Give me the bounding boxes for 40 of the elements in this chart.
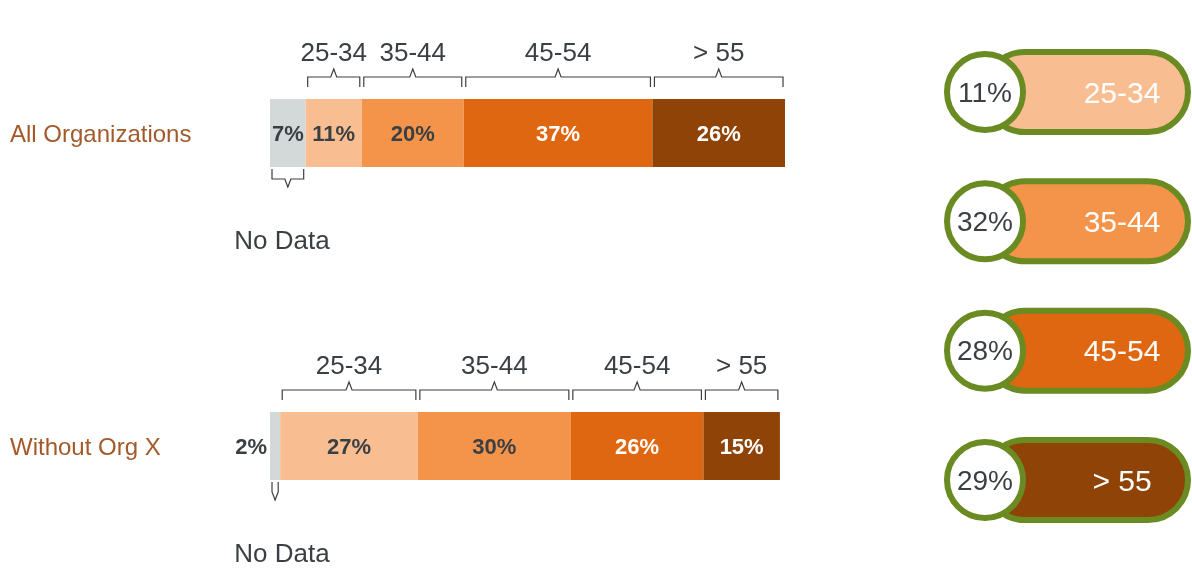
data-label: 11% bbox=[312, 120, 356, 146]
text: > 55 bbox=[715, 350, 768, 380]
data-label: 15% bbox=[719, 433, 764, 459]
data-label: 27% bbox=[327, 433, 372, 459]
bar bbox=[652, 99, 785, 167]
text: 28% bbox=[956, 335, 1014, 367]
bar bbox=[417, 412, 571, 480]
category-label: 45-54 bbox=[1083, 334, 1161, 368]
data-label: 26% bbox=[696, 120, 741, 146]
bar bbox=[361, 99, 464, 167]
text: No Data bbox=[234, 225, 331, 255]
data-label: 7% bbox=[271, 120, 304, 146]
bar bbox=[270, 412, 281, 480]
bar bbox=[280, 412, 418, 480]
bar bbox=[703, 412, 780, 480]
category-label: 25-34 bbox=[1083, 75, 1161, 109]
series-label: 25-34 bbox=[315, 350, 383, 380]
bar bbox=[305, 99, 362, 167]
text: No Data bbox=[234, 538, 330, 568]
data-label: 2% bbox=[235, 433, 267, 459]
text: 45-54 bbox=[603, 350, 671, 380]
y-tick-label: All Organizations bbox=[10, 119, 192, 147]
data-label: 20% bbox=[390, 120, 435, 146]
data-label: 26% bbox=[615, 433, 660, 459]
text: 25-34 bbox=[300, 37, 367, 67]
bar bbox=[463, 99, 653, 167]
data-label: 30% bbox=[472, 433, 517, 459]
text: 32% bbox=[956, 205, 1014, 237]
text: 35-44 bbox=[461, 350, 528, 380]
series-label: 35-44 bbox=[379, 37, 447, 67]
text: 29% bbox=[956, 464, 1014, 496]
data-label: 37% bbox=[536, 120, 581, 146]
series-label: > 55 bbox=[693, 37, 745, 67]
category-label: 35-44 bbox=[1083, 204, 1161, 238]
bar bbox=[270, 99, 306, 167]
category-label: > 55 bbox=[1092, 463, 1152, 497]
text: 11% bbox=[958, 76, 1012, 108]
y-tick-label: Without Org X bbox=[10, 432, 161, 460]
series-label: 45-54 bbox=[524, 37, 592, 67]
bar bbox=[570, 412, 704, 480]
